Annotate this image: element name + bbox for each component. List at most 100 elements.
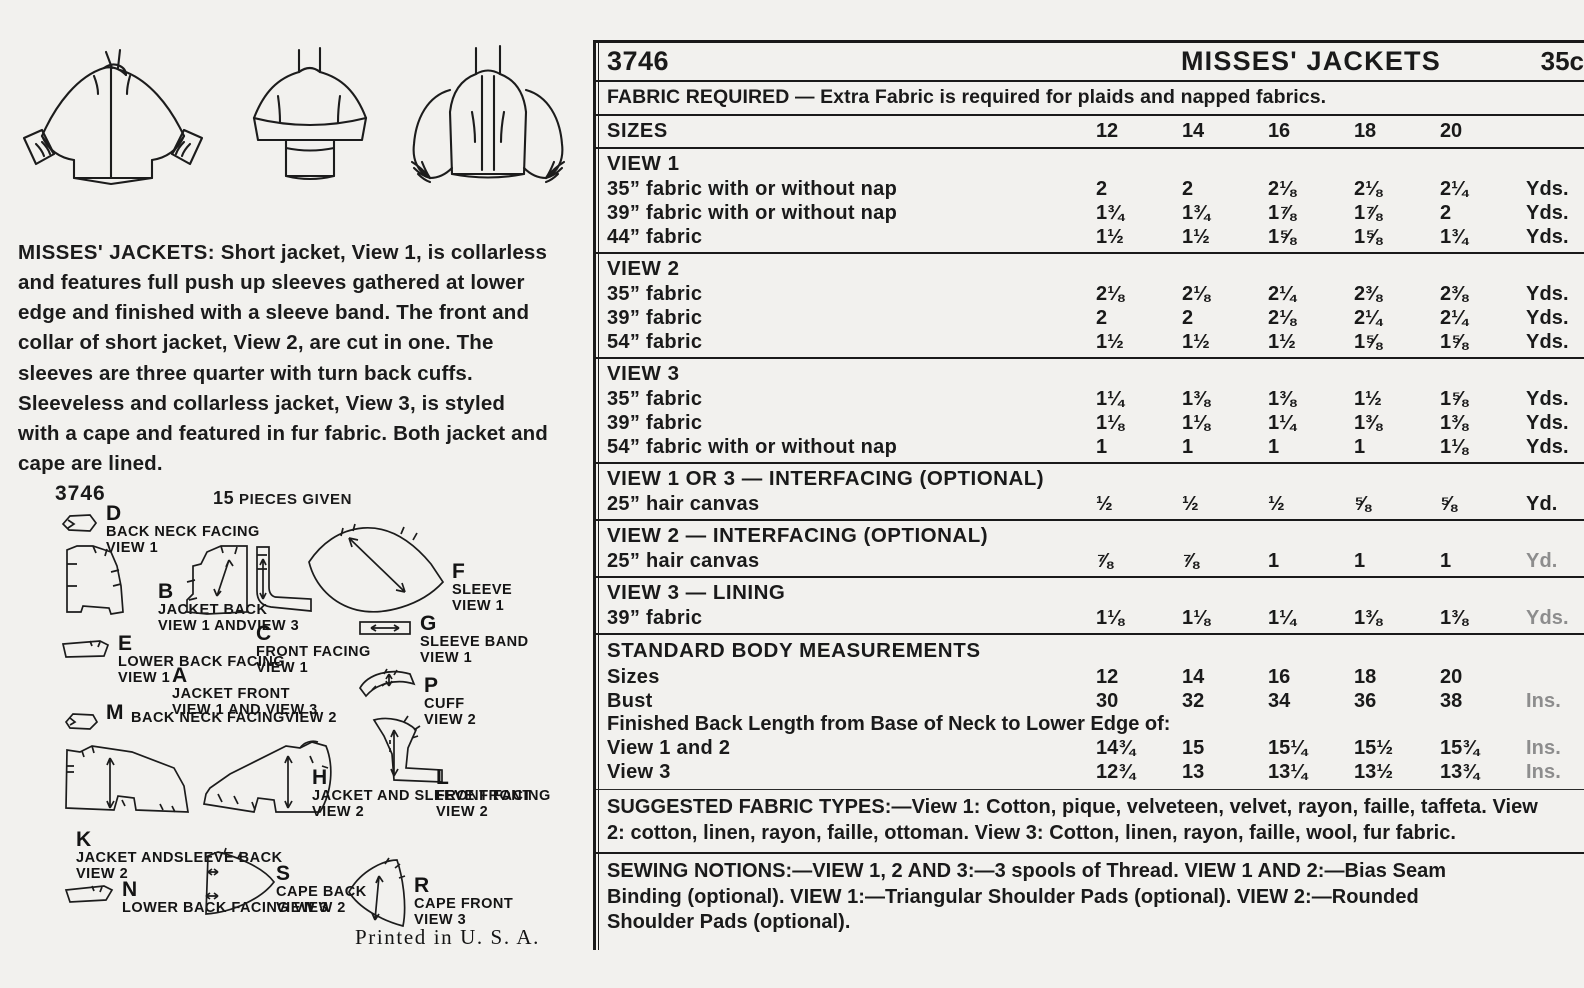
- row-label: 44” fabric: [607, 225, 703, 248]
- piece-label-L: L FRONT FACING VIEW 2: [436, 766, 551, 820]
- cell-size-16: 15¼: [1267, 736, 1308, 759]
- cell-size-14: 1½: [1181, 330, 1210, 353]
- body-measurements-sizes-row: Sizes 12 14 16 18 20: [596, 665, 1584, 689]
- section-heading: VIEW 1 OR 3 — INTERFACING (OPTIONAL): [607, 467, 1045, 490]
- section-heading: VIEW 1: [607, 152, 680, 175]
- piece-shape-D: [60, 512, 100, 534]
- printed-in-usa: Printed in U. S. A.: [355, 925, 540, 949]
- table-row: 25” hair canvas ½ ½ ½ ⅝ ⅝ Yd.: [596, 492, 1584, 516]
- back-length-note: Finished Back Length from Base of Neck t…: [607, 713, 1171, 735]
- cell-size-18: 13½: [1353, 760, 1394, 783]
- piece-label-G: G SLEEVE BAND VIEW 1: [420, 612, 529, 666]
- size-header-12: 12: [1095, 120, 1119, 142]
- cell-size-16: 1¼: [1267, 606, 1296, 629]
- piece-label-A: A JACKET FRONT VIEW 1 AND VIEW 3: [172, 664, 318, 718]
- cell-size-18: 36: [1353, 689, 1377, 712]
- cell-size-18: 15½: [1353, 736, 1394, 759]
- cell-unit: Ins.: [1526, 760, 1561, 783]
- table-row: 39” fabric 1⅛ 1⅛ 1¼ 1⅜ 1⅜ Yds.: [596, 411, 1584, 435]
- table-row: 39” fabric with or without nap 1¾ 1¾ 1⅞ …: [596, 201, 1584, 225]
- cell-size-16: 2⅛: [1267, 306, 1296, 329]
- row-label: 39” fabric with or without nap: [607, 201, 898, 224]
- piece-shape-H: [200, 732, 348, 824]
- cell-size-20: 1⅝: [1439, 330, 1468, 353]
- cell-size-12: 1¾: [1095, 201, 1124, 224]
- fabric-required-note: FABRIC REQUIRED — Extra Fabric is requir…: [607, 86, 1327, 108]
- cell-unit: Ins.: [1526, 689, 1561, 712]
- table-row: 35” fabric 2⅛ 2⅛ 2¼ 2⅜ 2⅜ Yds.: [596, 282, 1584, 306]
- body-measurements-bust-row: Bust 30 32 34 36 38 Ins.: [596, 689, 1584, 713]
- row-label: 39” fabric: [607, 306, 703, 329]
- cell-size-16: 2⅛: [1267, 177, 1296, 200]
- cell-size-20: 2⅜: [1439, 282, 1468, 305]
- pattern-pieces-panel: 3746 15 PIECES GIVEN D BACK NECK FACING …: [0, 470, 585, 940]
- cell-size-16: 13¼: [1267, 760, 1308, 783]
- description-heading: MISSES' JACKETS:: [18, 241, 215, 264]
- cell-size-14: 2: [1181, 306, 1194, 329]
- table-row: 35” fabric with or without nap 2 2 2⅛ 2⅛…: [596, 177, 1584, 201]
- cell-size-14: 15: [1181, 736, 1205, 759]
- piece-shape-F: [305, 520, 450, 620]
- size-header-14: 14: [1181, 120, 1205, 142]
- table-row: 44” fabric 1½ 1½ 1⅝ 1⅝ 1¾ Yds.: [596, 225, 1584, 249]
- cell-size-12: 2: [1095, 306, 1108, 329]
- cell-size-18: ⅝: [1353, 492, 1371, 515]
- cell-size-18: 1⅜: [1353, 606, 1382, 629]
- cell-size-12: 1⅛: [1095, 606, 1124, 629]
- piece-label-P: P CUFF VIEW 2: [424, 674, 477, 728]
- piece-shape-M: [62, 710, 102, 732]
- table-row: 54” fabric 1½ 1½ 1½ 1⅝ 1⅝ Yds.: [596, 330, 1584, 354]
- piece-label-S: S CAPE BACK VIEW 3: [276, 862, 367, 916]
- cell-size-12: 1½: [1095, 330, 1124, 353]
- piece-label-M: M BACK NECK FACINGVIEW 2: [106, 701, 337, 726]
- piece-shape-E: [60, 638, 112, 660]
- row-label: 54” fabric: [607, 330, 703, 353]
- cell-unit: Yd.: [1526, 492, 1558, 515]
- pieces-count-label: PIECES GIVEN: [239, 491, 353, 508]
- cell-size-16: 1½: [1267, 330, 1296, 353]
- cell-size-12: 2: [1095, 177, 1108, 200]
- section-heading-row-view-1: VIEW 1: [596, 148, 1584, 177]
- cell-size-12: 12¾: [1095, 760, 1136, 783]
- row-label: 25” hair canvas: [607, 549, 760, 572]
- row-label: 39” fabric: [607, 606, 703, 629]
- cell-size-14: 13: [1181, 760, 1205, 783]
- cell-size-14: 1: [1181, 435, 1194, 458]
- section-heading-row-interfacing-13: VIEW 1 OR 3 — INTERFACING (OPTIONAL): [596, 463, 1584, 492]
- cell-size-18: 1⅞: [1353, 201, 1382, 224]
- section-heading-row-interfacing-2: VIEW 2 — INTERFACING (OPTIONAL): [596, 520, 1584, 549]
- cell-size-18: 1⅝: [1353, 225, 1382, 248]
- table-row: 39” fabric 1⅛ 1⅛ 1¼ 1⅜ 1⅜ Yds.: [596, 606, 1584, 630]
- cell-size-12: 30: [1095, 689, 1119, 712]
- cell-size-14: 32: [1181, 689, 1205, 712]
- cell-size-20: 13¾: [1439, 760, 1480, 783]
- sizes-label: SIZES: [607, 120, 668, 142]
- cell-size-18: 1: [1353, 549, 1366, 572]
- page-title: MISSES' JACKETS: [1180, 46, 1441, 76]
- cell-size-12: 14¾: [1095, 736, 1136, 759]
- pattern-number: 3746: [607, 46, 670, 76]
- cell-unit: Yds.: [1526, 387, 1569, 410]
- cell-unit: Yds.: [1526, 306, 1569, 329]
- cell-size-20: 15¾: [1439, 736, 1480, 759]
- table-row: View 1 and 2 14¾ 15 15¼ 15½ 15¾ Ins.: [596, 736, 1584, 760]
- cell-size-20: 38: [1439, 689, 1463, 712]
- cell-size-14: 1⅛: [1181, 606, 1210, 629]
- section-heading: VIEW 2 — INTERFACING (OPTIONAL): [607, 524, 989, 547]
- cell-size-18: 1: [1353, 435, 1366, 458]
- size-header-18: 18: [1353, 120, 1377, 142]
- piece-shape-R: [345, 857, 423, 930]
- cell-unit: Yds.: [1526, 435, 1569, 458]
- row-label: 39” fabric: [607, 411, 703, 434]
- row-label: 35” fabric: [607, 387, 703, 410]
- sizes-header-row: SIZES 12 14 16 18 20: [596, 115, 1584, 147]
- piece-label-K: K JACKET ANDSLEEVE BACK VIEW 2: [76, 828, 283, 882]
- illustration-view-3: [252, 46, 368, 181]
- back-length-note-row: Finished Back Length from Base of Neck t…: [596, 713, 1584, 736]
- cell-size-16: 1¼: [1267, 411, 1296, 434]
- pieces-count-number: 15: [213, 488, 235, 508]
- piece-shape-N: [62, 882, 118, 904]
- cell-size-16: 1: [1267, 549, 1280, 572]
- piece-label-B: B JACKET BACK VIEW 1 ANDVIEW 3: [158, 580, 300, 634]
